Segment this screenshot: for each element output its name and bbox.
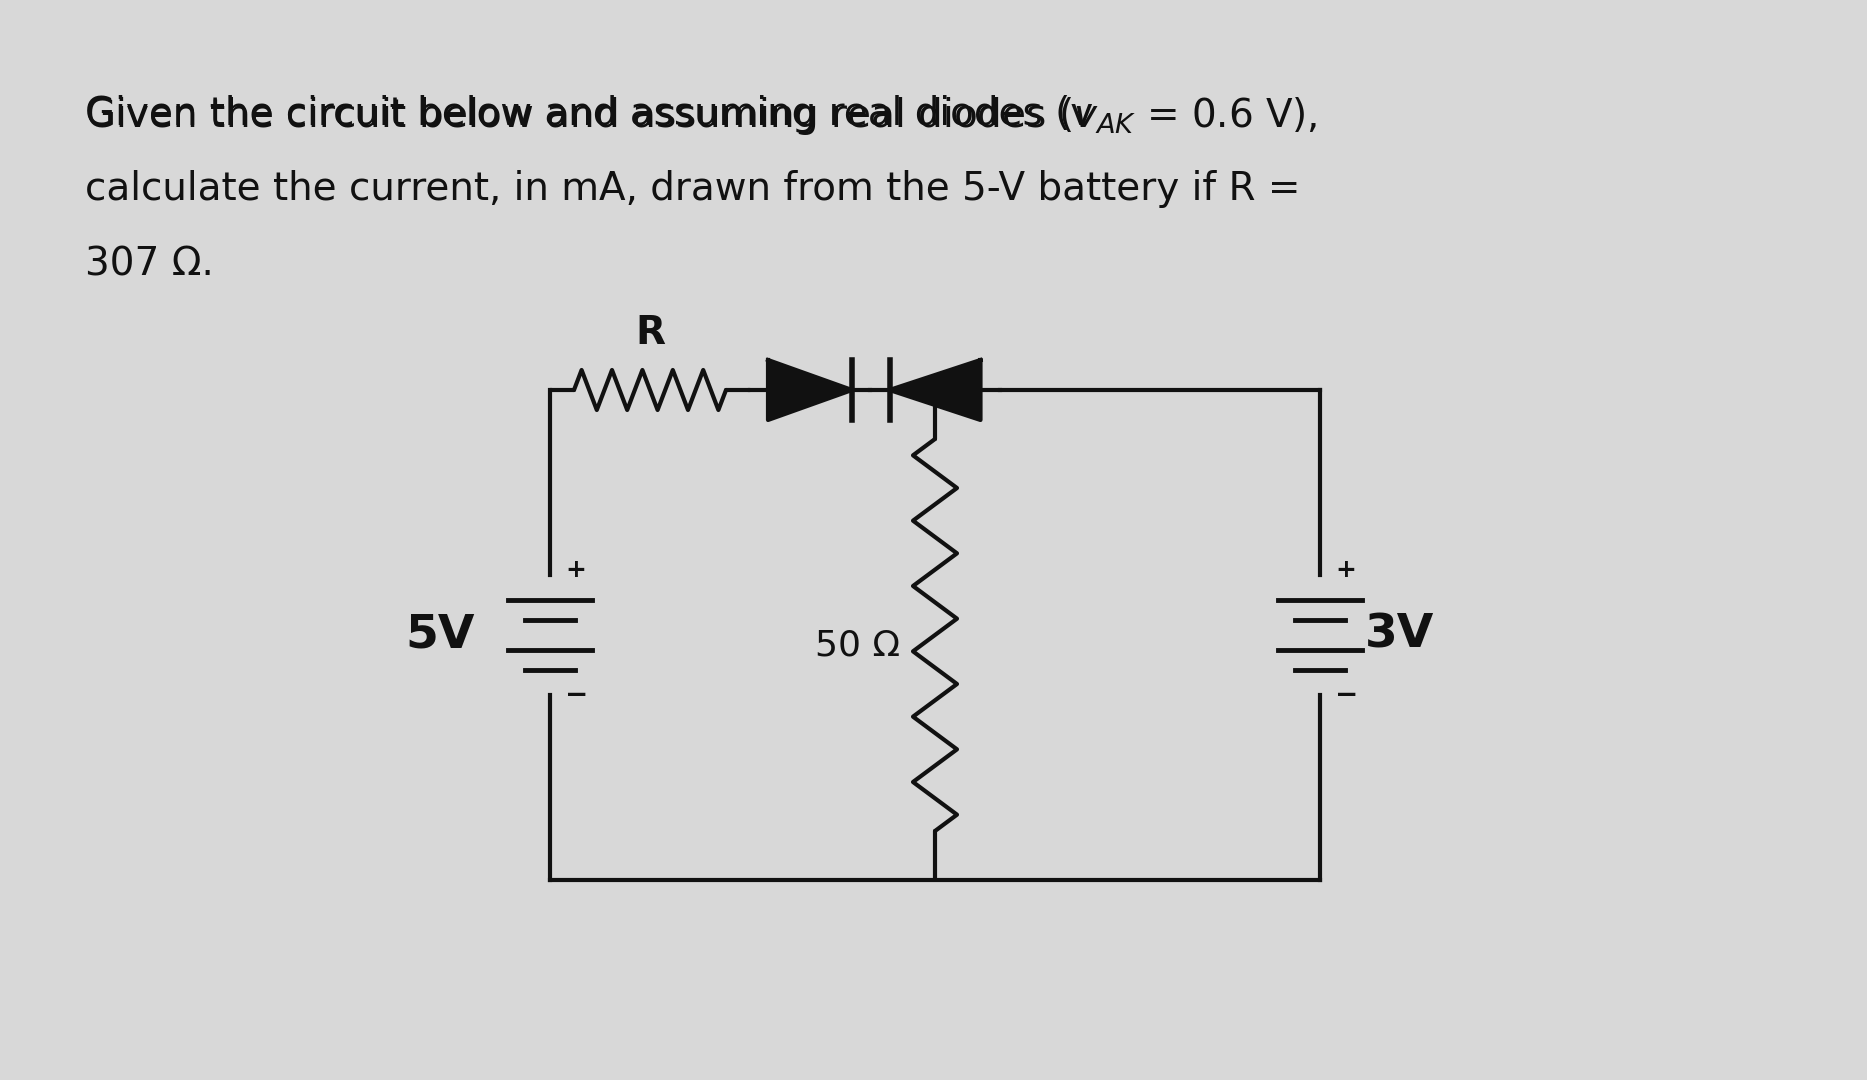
Text: Given the circuit below and assuming real diodes (v: Given the circuit below and assuming rea… bbox=[86, 95, 1094, 133]
Text: −: − bbox=[1335, 681, 1359, 708]
Text: 5V: 5V bbox=[405, 612, 474, 658]
Text: 50 Ω: 50 Ω bbox=[814, 627, 900, 662]
Text: −: − bbox=[566, 681, 588, 708]
Text: +: + bbox=[1335, 558, 1355, 582]
Polygon shape bbox=[889, 360, 980, 420]
Text: Given the circuit below and assuming real diodes (vₐₖ = 0.6 V),: Given the circuit below and assuming rea… bbox=[86, 95, 1311, 133]
Text: R: R bbox=[635, 314, 665, 352]
Text: +: + bbox=[566, 558, 586, 582]
Text: 3V: 3V bbox=[1365, 612, 1434, 658]
Text: calculate the current, in mA, drawn from the 5-V battery if R =: calculate the current, in mA, drawn from… bbox=[86, 170, 1301, 208]
Text: 307 Ω.: 307 Ω. bbox=[86, 245, 215, 283]
Polygon shape bbox=[767, 360, 851, 420]
Text: Given the circuit below and assuming real diodes ($v_{AK}$ = 0.6 V),: Given the circuit below and assuming rea… bbox=[86, 95, 1318, 137]
